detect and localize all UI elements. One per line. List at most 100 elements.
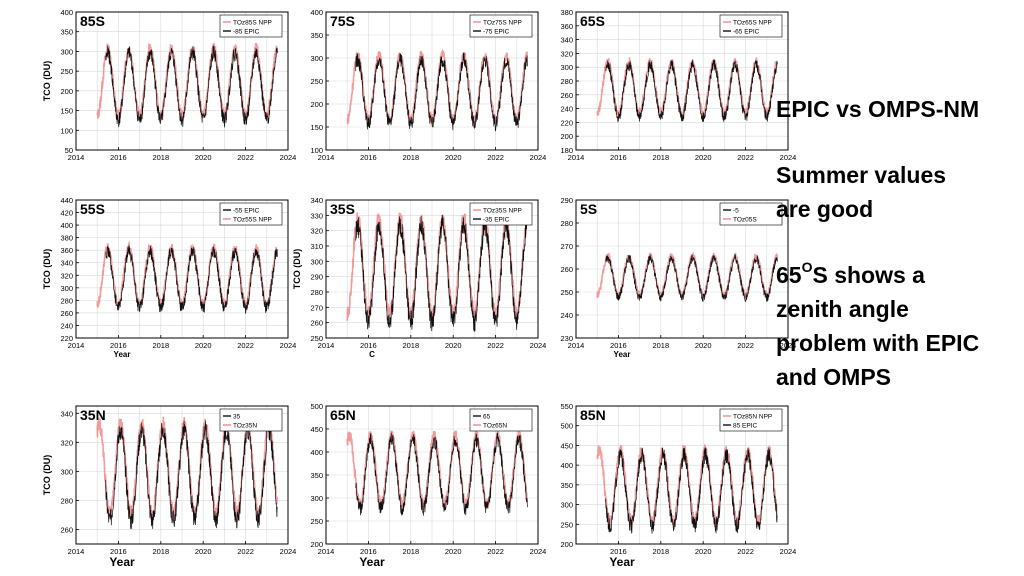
series-line-epic (355, 214, 528, 332)
x-tick-label: 2024 (530, 547, 546, 556)
y-tick-label: 310 (310, 242, 323, 251)
series-line-epic (355, 52, 528, 132)
legend-entry: -35 EPIC (483, 217, 510, 224)
y-tick-label: 250 (560, 520, 573, 529)
x-tick-label: 2016 (110, 547, 127, 556)
x-axis-label: Year (114, 350, 131, 359)
x-tick-label: 2024 (280, 547, 296, 556)
x-tick-label: 2024 (780, 153, 796, 162)
chart-panel-65s: 180 200 220 240 260 280 300 320 340 360 380 2014 201… (536, 2, 796, 172)
y-tick-label: 240 (60, 321, 73, 330)
x-tick-label: 2014 (68, 153, 85, 162)
x-tick-label: 2014 (568, 341, 585, 350)
chart-title: 65N (330, 407, 356, 423)
chart-title: 35S (330, 201, 355, 217)
chart-35n: 260 280 300 320 340 2014 2016 2018 2020 2022 2024 3… (42, 405, 296, 566)
y-tick-label: 220 (60, 334, 73, 343)
x-tick-label: 2016 (360, 341, 377, 350)
x-tick-label: 2022 (237, 547, 254, 556)
y-tick-label: 350 (310, 471, 323, 480)
x-axis-label: C (369, 350, 375, 359)
chart-75s: 100 150 200 250 300 350 400 2014 2016 2018 2020 202… (310, 8, 546, 162)
x-tick-label: 2018 (402, 341, 419, 350)
chart-title: 85S (80, 13, 105, 29)
y-tick-label: 260 (310, 319, 323, 328)
y-tick-label: 240 (560, 311, 573, 320)
y-tick-label: 100 (310, 146, 323, 155)
x-tick-label: 2020 (195, 153, 212, 162)
y-tick-label: 50 (65, 146, 73, 155)
y-tick-label: 450 (310, 425, 323, 434)
x-tick-label: 2022 (237, 153, 254, 162)
legend-entry: TOz35N (233, 423, 257, 430)
note-65s-rest: S shows a (812, 262, 925, 288)
legend-entry: TOz85N NPP (733, 414, 772, 421)
x-tick-label: 2022 (487, 547, 504, 556)
x-tick-label: 2018 (652, 547, 669, 556)
chart-85s: 50 100 150 200 250 300 350 400 2014 2016 2018 2020 2… (42, 8, 296, 162)
x-tick-label: 2014 (318, 153, 335, 162)
y-tick-label: 230 (560, 334, 573, 343)
chart-title: 65S (580, 13, 605, 29)
y-axis-label: TCO (DU) (42, 455, 52, 496)
legend-box (219, 14, 283, 38)
note-65s-line3: problem with EPIC (776, 330, 980, 356)
chart-panel-35s: 250 260 270 280 290 300 310 320 330 340 2014 2016 20… (286, 190, 546, 360)
y-tick-label: 380 (60, 234, 73, 243)
chart-85n: 200 250 300 350 400 450 500 550 2016 2018 2020 2022… (560, 402, 796, 566)
note-summer-line1: Summer values (776, 162, 947, 188)
legend-entry: TOz65N (483, 423, 507, 430)
x-tick-label: 2016 (110, 341, 127, 350)
y-tick-label: 300 (560, 501, 573, 510)
y-tick-label: 400 (60, 221, 73, 230)
legend-entry: TOz85S NPP (233, 20, 272, 27)
chart-55s: 220 240 260 280 300 320 340 360 380 400 420 440 2014… (42, 196, 296, 359)
y-tick-label: 340 (560, 36, 573, 45)
y-tick-label: 150 (310, 123, 323, 132)
chart-65n: 200 250 300 350 400 450 500 2014 2016 2018 2020 202… (310, 402, 546, 566)
x-tick-label: 2016 (610, 153, 627, 162)
y-tick-label: 260 (560, 91, 573, 100)
x-tick-label: 2020 (445, 341, 462, 350)
legend-box (219, 408, 283, 432)
y-tick-label: 340 (310, 196, 323, 205)
y-tick-label: 200 (560, 132, 573, 141)
chart-panel-75s: 100 150 200 250 300 350 400 2014 2016 2018 2020 202… (286, 2, 546, 172)
y-tick-label: 400 (60, 8, 73, 17)
y-tick-label: 180 (560, 146, 573, 155)
legend-box (719, 202, 783, 226)
x-tick-label: 2014 (68, 341, 85, 350)
y-tick-label: 360 (60, 246, 73, 255)
x-tick-label: 2016 (610, 341, 627, 350)
y-tick-label: 500 (560, 422, 573, 431)
chart-panel-85s: 50 100 150 200 250 300 350 400 2014 2016 2018 2020 2… (36, 2, 296, 172)
y-tick-label: 200 (60, 87, 73, 96)
x-tick-label: 2016 (610, 547, 627, 556)
x-tick-label: 2016 (360, 153, 377, 162)
legend-entry: -5 (733, 208, 739, 215)
y-tick-label: 350 (560, 481, 573, 490)
note-summer-line2: are good (776, 196, 874, 222)
x-tick-label: 2018 (402, 153, 419, 162)
plot-frame (575, 405, 789, 545)
legend-box (469, 408, 533, 432)
y-tick-label: 250 (60, 67, 73, 76)
x-tick-label: 2020 (695, 547, 712, 556)
x-tick-label: 2020 (695, 341, 712, 350)
chart-title: 35N (80, 407, 106, 423)
x-tick-label: 2016 (110, 153, 127, 162)
y-tick-label: 320 (60, 271, 73, 280)
y-tick-label: 300 (60, 284, 73, 293)
y-tick-label: 360 (560, 22, 573, 31)
y-tick-label: 300 (60, 467, 73, 476)
y-tick-label: 250 (310, 517, 323, 526)
y-tick-label: 250 (310, 77, 323, 86)
x-tick-label: 2014 (568, 153, 585, 162)
plot-frame (75, 199, 289, 339)
chart-panel-35n: 260 280 300 320 340 2014 2016 2018 2020 2022 2024 3… (36, 396, 296, 566)
series-line-epic (605, 59, 778, 123)
y-tick-label: 340 (60, 259, 73, 268)
note-65s-degree: O (801, 259, 813, 276)
legend-entry: 85 EPIC (733, 423, 758, 430)
y-tick-label: 450 (560, 441, 573, 450)
